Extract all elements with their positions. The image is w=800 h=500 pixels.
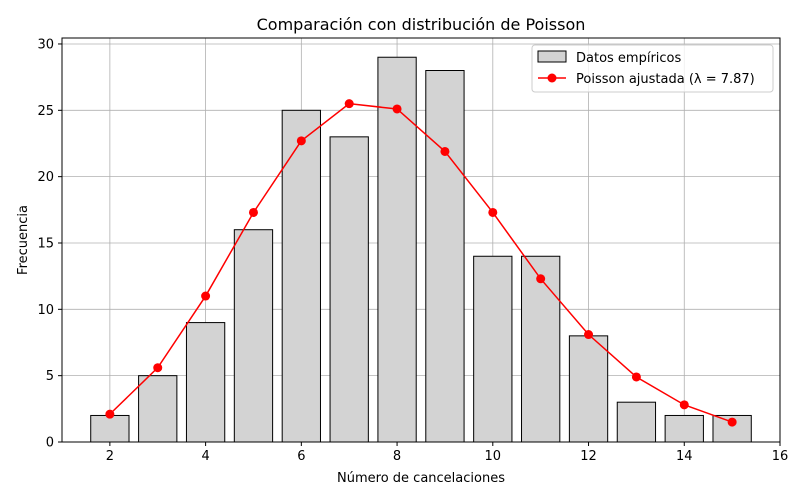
bar <box>329 136 369 443</box>
x-tick-label: 4 <box>201 449 209 464</box>
poisson-point <box>248 207 258 217</box>
poisson-point <box>679 400 689 410</box>
bar <box>521 255 561 443</box>
x-tick-label: 2 <box>106 449 114 464</box>
x-tick-label: 14 <box>676 449 693 464</box>
bar <box>568 335 609 443</box>
x-tick-label: 16 <box>772 449 789 464</box>
x-axis-label: Número de cancelaciones <box>337 471 505 486</box>
poisson-point <box>392 104 402 114</box>
legend-swatch-bars <box>537 50 567 63</box>
plot-frame <box>61 37 781 443</box>
poisson-point <box>440 146 450 156</box>
poisson-point <box>536 274 546 284</box>
poisson-point <box>488 207 498 217</box>
bar <box>425 70 465 443</box>
bar <box>473 255 513 443</box>
legend-label-line: Poisson ajustada (λ = 7.87) <box>576 72 755 87</box>
y-tick-label: 5 <box>46 369 54 384</box>
x-axis-ticks: 2 4 6 8 10 12 14 16 <box>106 442 789 464</box>
bar <box>664 414 704 443</box>
y-tick-label: 25 <box>37 104 54 119</box>
poisson-line <box>109 102 733 423</box>
x-tick-label: 10 <box>485 449 502 464</box>
poisson-point <box>201 291 211 301</box>
legend-label-bars: Datos empíricos <box>576 51 682 66</box>
bar <box>138 375 178 443</box>
poisson-point <box>727 417 737 427</box>
x-tick-label: 8 <box>393 449 401 464</box>
x-tick-label: 6 <box>297 449 305 464</box>
y-tick-label: 30 <box>37 37 54 52</box>
bar <box>185 322 226 443</box>
bar <box>90 414 130 443</box>
poisson-point <box>584 330 594 340</box>
y-tick-label: 20 <box>37 170 54 185</box>
y-tick-label: 0 <box>46 436 54 451</box>
poisson-point <box>153 363 163 373</box>
bar <box>616 401 657 443</box>
y-axis-ticks: 0 5 10 15 20 25 30 <box>37 37 62 451</box>
chart-title: Comparación con distribución de Poisson <box>257 15 586 34</box>
line-layer <box>105 99 737 427</box>
bar <box>377 56 417 443</box>
y-tick-label: 15 <box>37 236 54 251</box>
bars-layer <box>90 56 752 443</box>
y-axis-label: Frecuencia <box>16 205 31 275</box>
poisson-point <box>344 99 354 109</box>
poisson-point <box>105 409 115 419</box>
bar <box>281 109 321 443</box>
legend-box <box>531 44 774 93</box>
y-tick-label: 10 <box>37 303 54 318</box>
grid-layer <box>62 38 781 443</box>
legend-swatch-marker <box>547 73 557 83</box>
x-tick-label: 12 <box>580 449 597 464</box>
legend: Datos empíricos Poisson ajustada (λ = 7.… <box>531 44 774 93</box>
poisson-point <box>296 136 306 146</box>
bar <box>233 229 274 443</box>
poisson-point <box>631 372 641 382</box>
